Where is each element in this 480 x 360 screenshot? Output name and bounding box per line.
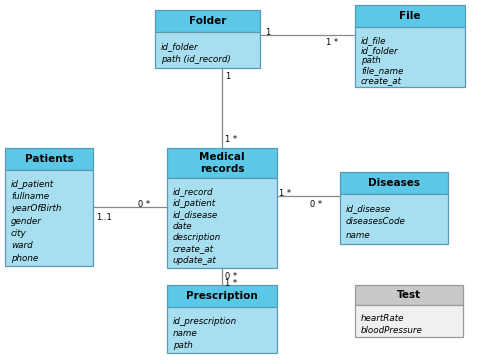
Text: id_patient: id_patient [11, 180, 54, 189]
FancyBboxPatch shape [155, 32, 260, 68]
Text: Folder: Folder [189, 16, 226, 26]
Text: create_at: create_at [173, 245, 214, 254]
Text: File: File [398, 11, 420, 21]
Text: 1 *: 1 * [225, 135, 237, 144]
Text: name: name [345, 231, 370, 240]
FancyBboxPatch shape [354, 305, 462, 337]
FancyBboxPatch shape [354, 27, 464, 87]
Text: Medical
records: Medical records [199, 152, 244, 174]
Text: file_name: file_name [360, 67, 403, 76]
FancyBboxPatch shape [167, 285, 276, 307]
FancyBboxPatch shape [167, 178, 276, 268]
Text: 0 *: 0 * [138, 200, 150, 209]
Text: id_prescription: id_prescription [173, 317, 237, 326]
Text: update_at: update_at [173, 256, 216, 265]
Text: id_patient: id_patient [173, 199, 216, 208]
Text: Prescription: Prescription [186, 291, 257, 301]
FancyBboxPatch shape [167, 148, 276, 178]
Text: Test: Test [396, 290, 420, 300]
Text: description: description [173, 234, 221, 243]
Text: id_folder: id_folder [161, 42, 198, 51]
Text: 0 *: 0 * [309, 200, 322, 209]
Text: id_record: id_record [173, 188, 213, 197]
Text: diseasesCode: diseasesCode [345, 217, 405, 226]
Text: gender: gender [11, 217, 42, 226]
Text: path: path [360, 57, 380, 66]
Text: Patients: Patients [24, 154, 73, 164]
Text: ward: ward [11, 241, 33, 250]
FancyBboxPatch shape [5, 170, 93, 266]
Text: bloodPressure: bloodPressure [360, 326, 422, 335]
Text: id_folder: id_folder [360, 46, 398, 55]
Text: path: path [173, 341, 192, 350]
Text: path (id_record): path (id_record) [161, 55, 230, 64]
FancyBboxPatch shape [167, 307, 276, 353]
Text: 1 *: 1 * [278, 189, 290, 198]
FancyBboxPatch shape [354, 5, 464, 27]
FancyBboxPatch shape [339, 172, 447, 194]
Text: 1: 1 [264, 28, 270, 37]
Text: 1 *: 1 * [325, 38, 337, 47]
Text: yearOfBirth: yearOfBirth [11, 204, 61, 213]
Text: 1..1: 1..1 [96, 213, 111, 222]
Text: 1: 1 [225, 72, 230, 81]
Text: fullname: fullname [11, 192, 49, 201]
FancyBboxPatch shape [5, 148, 93, 170]
FancyBboxPatch shape [354, 285, 462, 305]
Text: create_at: create_at [360, 77, 401, 86]
Text: phone: phone [11, 254, 38, 263]
Text: city: city [11, 229, 26, 238]
Text: id_disease: id_disease [345, 204, 390, 213]
Text: name: name [173, 329, 197, 338]
FancyBboxPatch shape [155, 10, 260, 32]
Text: id_disease: id_disease [173, 211, 218, 220]
Text: Diseases: Diseases [367, 178, 419, 188]
Text: 1 *: 1 * [225, 279, 237, 288]
Text: heartRate: heartRate [360, 314, 404, 323]
Text: id_file: id_file [360, 36, 386, 45]
FancyBboxPatch shape [339, 194, 447, 244]
Text: date: date [173, 222, 192, 231]
Text: 0 *: 0 * [225, 272, 237, 281]
